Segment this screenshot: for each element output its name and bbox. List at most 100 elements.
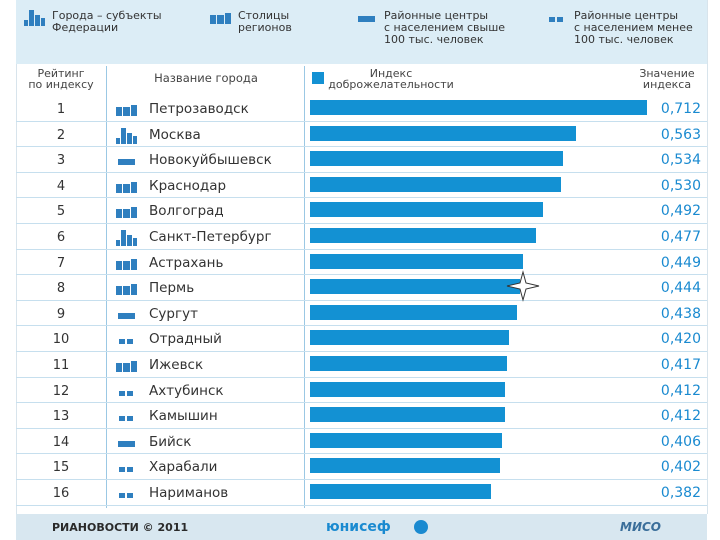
bar [310,176,561,192]
rank-label: 14 [52,434,70,450]
rank-label: 10 [52,332,70,348]
large-district-center-icon [116,435,138,449]
table-row: 12 Ахтубинск 0,412 [16,378,707,404]
table-row: 16 Нариманов 0,382 [16,480,707,506]
rank-label: 16 [52,486,70,501]
table-row: 6 Санкт-Петербург 0,477 [16,224,707,250]
large-district-center-icon [356,10,376,26]
footer-miso-logo: МИСО [620,520,661,534]
city-label: Астрахань [149,254,224,271]
rank-label: 13 [52,409,70,425]
city-label: Нариманов [149,485,229,501]
row-divider [16,351,707,352]
table-header: Рейтинг по индексу Название города Индек… [16,66,707,94]
legend-item: Районные центры с населением менее 100 т… [546,10,693,46]
table-row: 11 Ижевск 0,417 [16,352,707,378]
rank-label: 8 [56,281,66,297]
rank-label: 12 [52,383,70,399]
value-label: 0,382 [660,485,701,501]
value-label: 0,417 [660,357,701,373]
column-divider [106,66,107,508]
row-divider [16,453,707,455]
rank-label: 5 [56,204,66,220]
row-divider [16,120,707,122]
city-label: Пермь [149,280,195,297]
legend-label: Районные центры с населением менее 100 т… [574,9,693,46]
small-district-center-icon [116,486,138,500]
value-label: 0,563 [660,126,701,143]
legend-label: Города – субъекты Федерации [52,9,162,34]
footer-ria-logo: РИАНОВОСТИ © 2011 [52,521,189,534]
bar [310,381,505,397]
row-divider [16,274,707,276]
bar [310,330,509,346]
bar [310,484,491,499]
value-label: 0,438 [660,305,701,322]
large-district-center-icon [116,153,138,167]
city-label: Бийск [149,433,192,450]
city-label: Москва [149,126,201,143]
rank-label: 7 [56,255,66,271]
legend-item: Города – субъекты Федерации [24,10,162,34]
legend-bar [16,0,707,64]
row-divider [16,479,707,480]
city-label: Санкт-Петербург [149,229,272,245]
row-divider [16,171,707,173]
unicef-emblem-icon [414,520,428,534]
bar [310,253,523,269]
city-label: Новокуйбышевск [149,152,272,169]
bar [310,279,521,295]
regional-capital-icon [116,281,138,296]
federal-city-icon [116,230,138,246]
header-value: Значение индекса [639,67,695,91]
federal-city-icon [116,127,138,144]
value-label: 0,449 [660,254,701,271]
row-divider [16,299,707,301]
small-district-center-icon [116,384,138,398]
value-label: 0,412 [660,382,701,399]
city-label: Харабали [149,459,218,476]
legend-item: Столицы регионов [210,10,292,34]
column-divider [304,66,305,508]
value-label: 0,412 [660,408,701,425]
bar [310,125,577,141]
bar [310,228,536,243]
table-row: 7 Астрахань 0,449 [16,250,707,276]
bar [310,458,501,474]
table-row: 15 Харабали 0,402 [16,454,707,480]
regional-capital-icon [116,256,138,270]
city-label: Краснодар [149,177,227,194]
header-rank: Рейтинг по индексу [28,67,94,91]
table-row: 14 Бийск 0,406 [16,429,707,455]
table-row: 8 Пермь 0,444 [16,275,707,301]
city-label: Ахтубинск [149,382,224,399]
footer: РИАНОВОСТИ © 2011 юнисеф МИСО [16,514,707,540]
header-index-swatch [312,72,324,84]
city-label: Волгоград [149,203,224,220]
city-label: Петрозаводск [149,101,249,117]
value-label: 0,402 [660,459,701,476]
legend-label: Столицы регионов [238,9,292,34]
federal-city-icon [24,10,45,26]
value-label: 0,712 [660,101,701,117]
rank-label: 2 [56,127,66,143]
row-divider [16,197,707,199]
regional-capital-icon [116,358,138,372]
value-label: 0,420 [660,331,701,348]
table-row: 4 Краснодар 0,530 [16,173,707,199]
bar [310,407,505,423]
small-district-center-icon [116,332,138,346]
city-label: Ижевск [149,357,204,373]
header-index: Индекс доброжелательности [328,67,454,91]
value-label: 0,406 [660,433,701,450]
rank-label: 4 [56,178,66,194]
row-divider [16,504,707,506]
table-row: 13 Камышин 0,412 [16,403,707,429]
city-label: Отрадный [149,331,222,348]
small-district-center-icon [546,10,566,26]
city-label: Камышин [149,408,218,425]
bar [310,151,563,167]
bar [310,304,518,320]
city-label: Сургут [149,305,198,322]
bar [310,100,647,115]
